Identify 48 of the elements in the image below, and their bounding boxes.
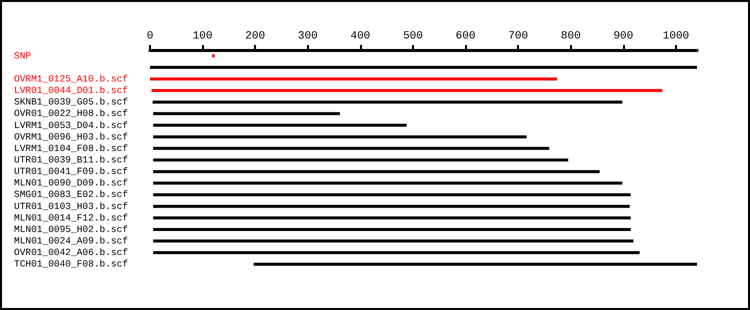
- bar: [153, 170, 600, 174]
- y-tick-label: UTR01_0103_H03.b.scf: [14, 200, 128, 212]
- bar: [150, 77, 558, 80]
- y-tick-label: OVR01_0022_H08.b.scf: [14, 108, 128, 120]
- y-tick-label: LVRM1_0104_F08.b.scf: [14, 142, 128, 154]
- x-tick-label: 400: [350, 30, 370, 42]
- bar: [254, 262, 697, 266]
- bar: [150, 66, 697, 69]
- bar: [212, 54, 215, 58]
- x-tick-label: 100: [192, 30, 212, 42]
- y-tick-label: LVR01_0044_D01.b.scf: [14, 85, 128, 96]
- x-tick-label: 500: [403, 30, 423, 42]
- y-tick-label: UTR01_0039_B11.b.scf: [14, 154, 128, 166]
- x-tick-label: 1000: [662, 30, 690, 42]
- x-tick-label: 600: [456, 30, 476, 42]
- bar: [153, 216, 631, 220]
- bar: [152, 100, 622, 104]
- y-tick-label: OVRM1_0096_H03.b.scf: [14, 131, 128, 142]
- y-tick-label: TCH01_0040_F08.b.scf: [14, 258, 128, 270]
- bar: [153, 251, 640, 254]
- y-tick-label: SKNB1_0039_G05.b.scf: [14, 96, 128, 108]
- x-tick-label: 800: [560, 30, 581, 42]
- x-tick-label: 900: [613, 30, 634, 42]
- y-tick-label: LVRM1_0053_D04.b.scf: [14, 120, 128, 131]
- bar: [153, 112, 340, 116]
- bar: [153, 158, 568, 162]
- bar: [153, 135, 527, 138]
- x-tick-label: 300: [298, 30, 318, 42]
- x-tick-label: 700: [508, 30, 528, 42]
- x-tick-label: 0: [146, 30, 154, 42]
- bar: [153, 228, 631, 231]
- y-tick-label: OVR01_0042_A06.b.scf: [14, 247, 128, 258]
- y-tick-label: MLN01_0090_D09.b.scf: [14, 178, 128, 189]
- y-tick-label: SNP: [14, 50, 32, 62]
- y-tick-label: MLN01_0024_A09.b.scf: [14, 236, 128, 247]
- bar: [153, 124, 407, 127]
- bar: [153, 240, 634, 243]
- x-tick-label: 200: [245, 30, 266, 42]
- y-tick-label: MLN01_0095_H02.b.scf: [14, 224, 128, 235]
- bar: [153, 146, 550, 150]
- bar: [153, 204, 630, 208]
- bar: [152, 89, 662, 92]
- y-tick-label: SMG01_0083_E02.b.scf: [14, 189, 128, 200]
- y-tick-label: MLN01_0014_F12.b.scf: [14, 212, 128, 224]
- y-tick-label: OVRM1_0125_A10.b.scf: [14, 73, 128, 84]
- bar: [153, 193, 631, 196]
- bar: [153, 182, 622, 185]
- y-tick-label: UTR01_0041_F09.b.scf: [14, 166, 128, 178]
